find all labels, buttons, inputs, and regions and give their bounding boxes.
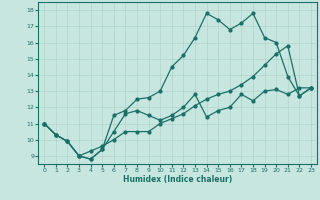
X-axis label: Humidex (Indice chaleur): Humidex (Indice chaleur) <box>123 175 232 184</box>
